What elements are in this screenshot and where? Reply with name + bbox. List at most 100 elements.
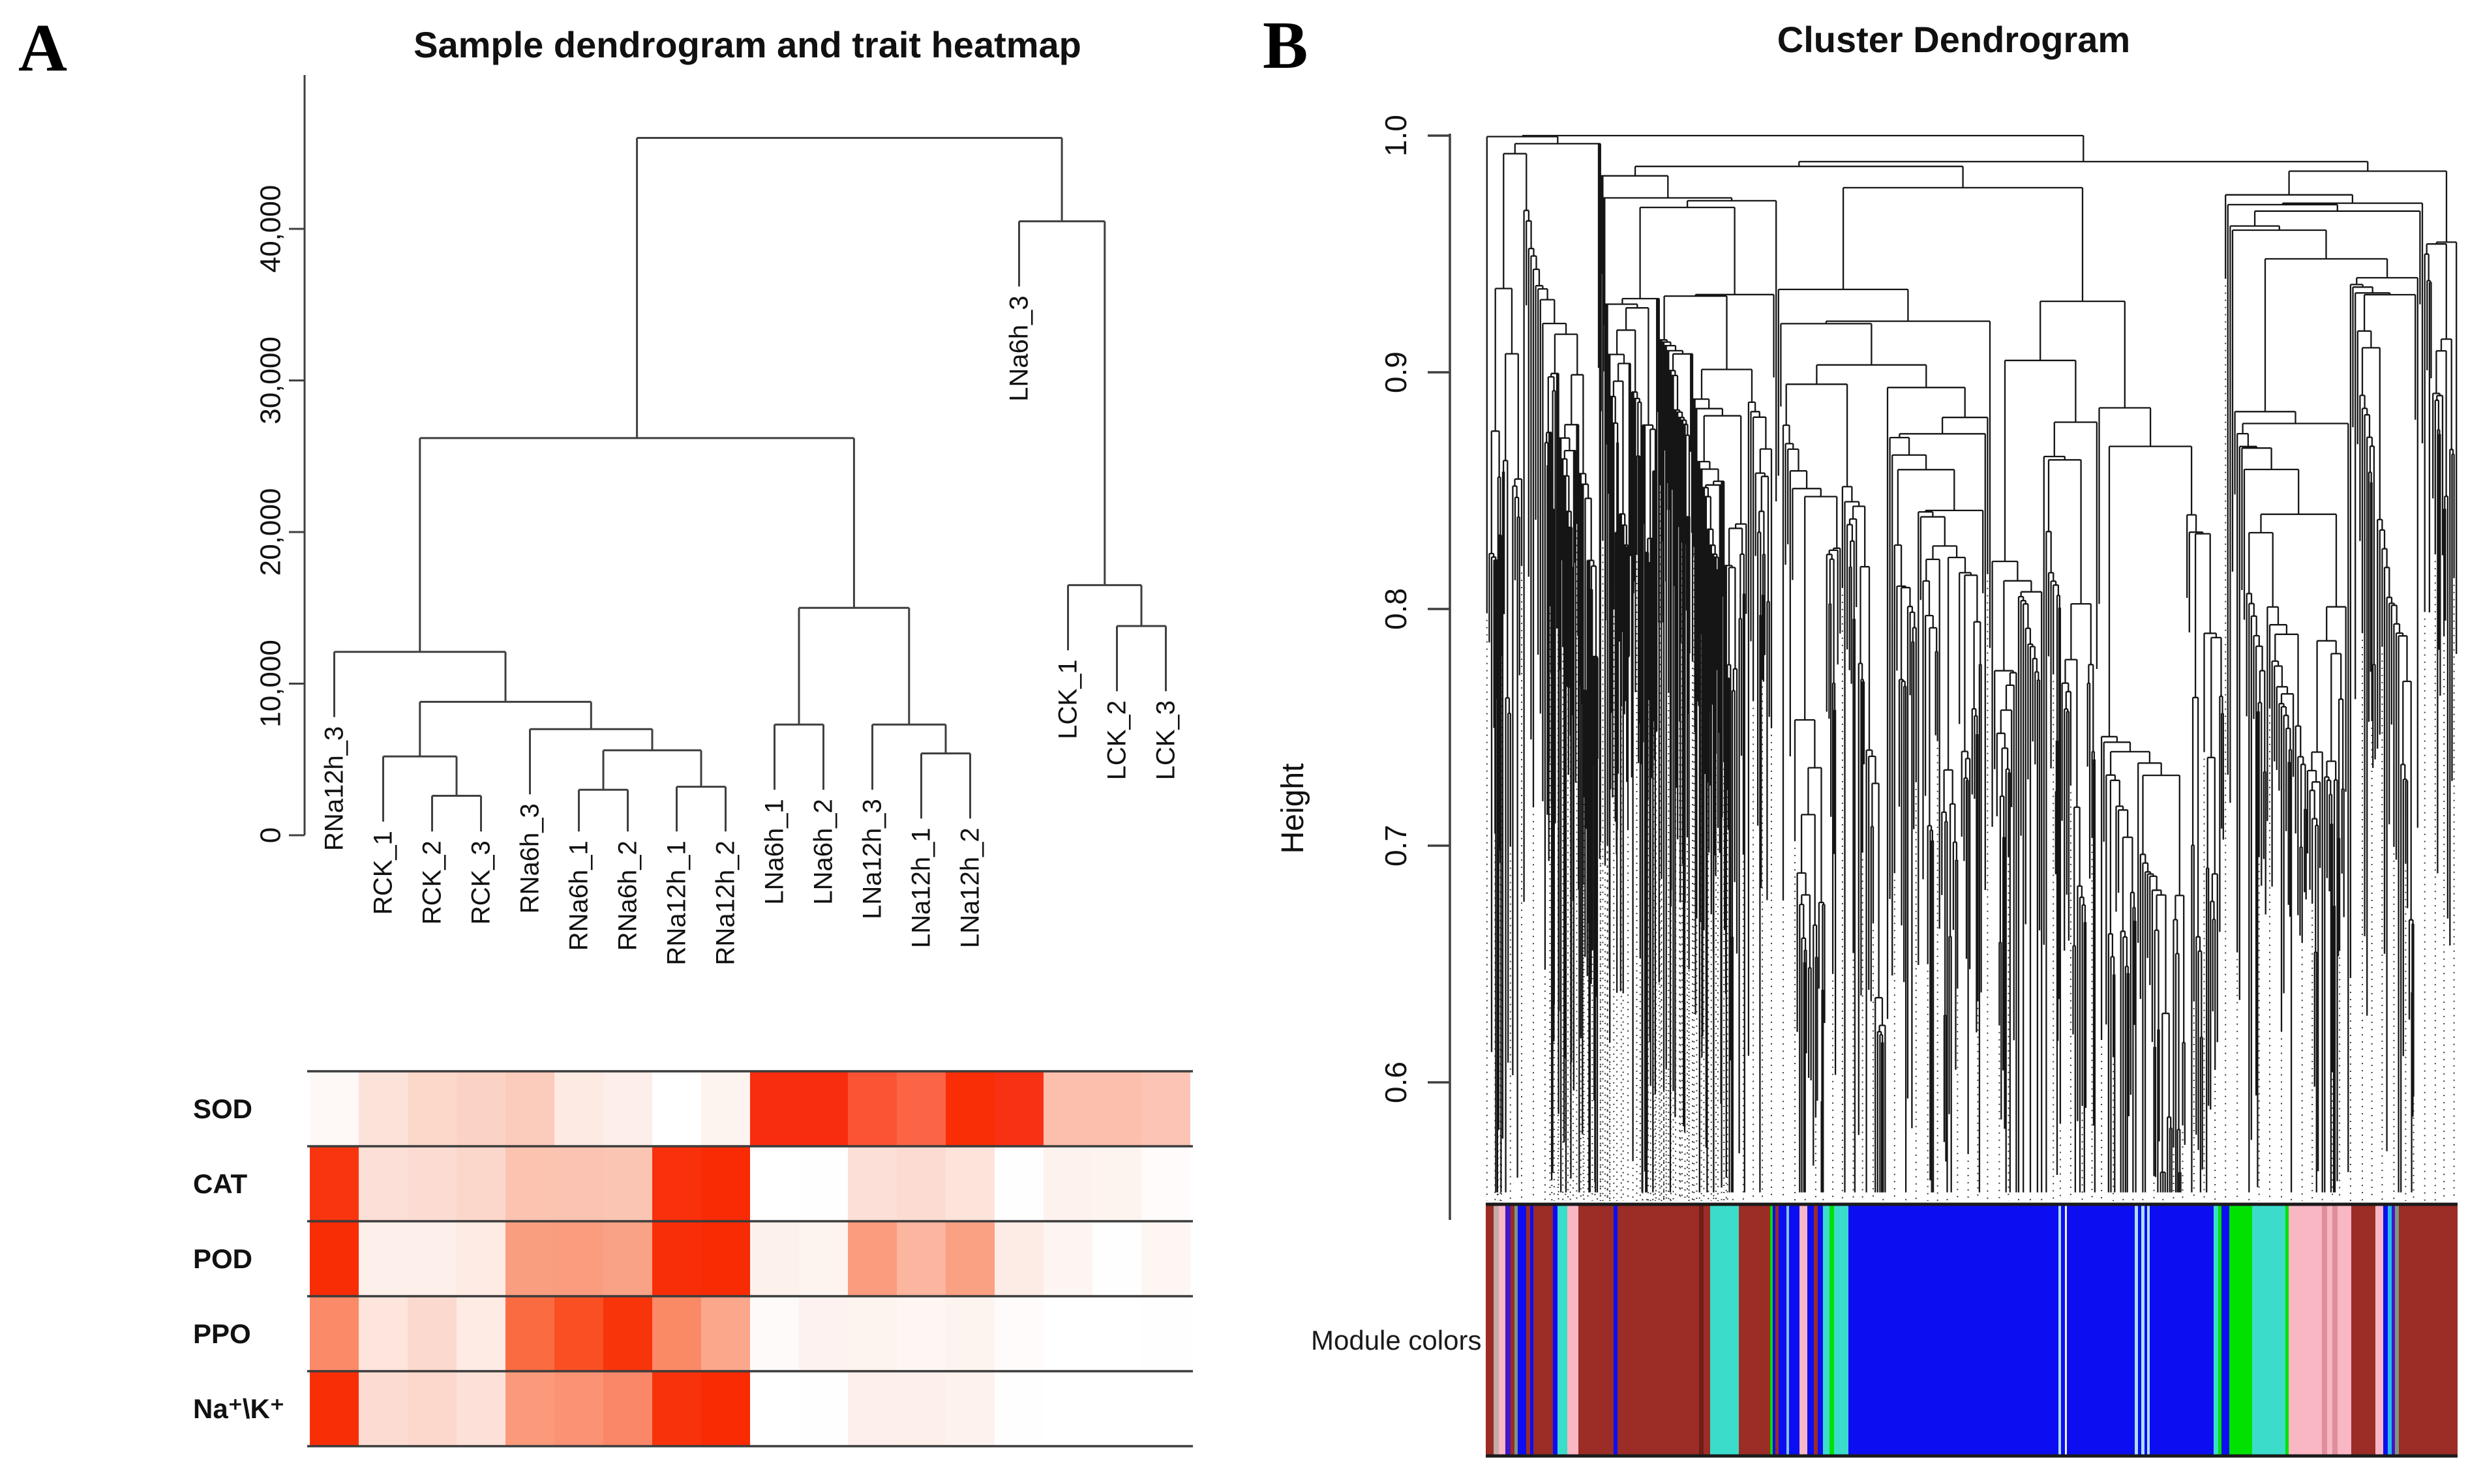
module-color-stripe <box>1618 1206 1699 1455</box>
heatmap-cell <box>1044 1071 1092 1146</box>
heatmap-cell <box>505 1071 554 1146</box>
heatmap-cell <box>897 1071 946 1146</box>
heatmap-row-label: POD <box>193 1243 252 1274</box>
module-color-stripe <box>2135 1206 2138 1455</box>
heatmap-cell <box>1044 1371 1092 1446</box>
heatmap-cell <box>408 1296 457 1371</box>
heatmap-cell <box>505 1146 554 1221</box>
module-color-stripe <box>2383 1206 2388 1455</box>
heatmap-cell <box>1092 1221 1141 1296</box>
heatmap-cell <box>946 1221 995 1296</box>
heatmap-cell <box>554 1296 603 1371</box>
heatmap-cell <box>554 1071 603 1146</box>
module-color-stripe <box>1567 1206 1578 1455</box>
heatmap-cell <box>359 1071 408 1146</box>
heatmap-cell <box>946 1071 995 1146</box>
heatmap-cell <box>848 1071 897 1146</box>
cluster-dendrogram-chart: Height 1.0 0.9 0.8 0.7 0.6 <box>1276 115 2458 1458</box>
module-color-stripe <box>1814 1206 1818 1455</box>
heatmap-cell <box>946 1296 995 1371</box>
module-color-stripe <box>2218 1206 2221 1455</box>
heatmap-cell <box>457 1296 505 1371</box>
module-color-stripe <box>1505 1206 1511 1455</box>
heatmap-cell <box>701 1221 750 1296</box>
heatmap-cell <box>897 1146 946 1221</box>
module-color-stripe <box>2147 1206 2150 1455</box>
heatmap-cell <box>652 1071 701 1146</box>
panel-a-tick-label: 30,000 <box>255 336 287 424</box>
heatmap-cell <box>848 1296 897 1371</box>
heatmap-cell <box>310 1071 359 1146</box>
sample-label: LCK_2 <box>1103 700 1132 780</box>
heatmap-row-label: PPO <box>193 1318 251 1349</box>
heatmap-cell <box>554 1146 603 1221</box>
module-color-stripe <box>1834 1206 1848 1455</box>
heatmap-cell <box>310 1371 359 1446</box>
heatmap-cell <box>310 1221 359 1296</box>
heatmap-cell <box>505 1371 554 1446</box>
heatmap-cell <box>554 1221 603 1296</box>
heatmap-cell <box>1141 1071 1190 1146</box>
heatmap-cell <box>408 1221 457 1296</box>
module-color-stripe <box>1823 1206 1829 1455</box>
heatmap-row-label: CAT <box>193 1168 248 1199</box>
heatmap-cell <box>359 1146 408 1221</box>
module-colors-label: Module colors <box>1311 1325 1482 1356</box>
heatmap-cell <box>652 1146 701 1221</box>
module-color-stripe <box>2375 1206 2383 1455</box>
module-color-stripe <box>2322 1206 2327 1455</box>
heatmap-cell <box>457 1371 505 1446</box>
heatmap-cell <box>1092 1146 1141 1221</box>
panel-b-tick-label: 1.0 <box>1379 115 1413 156</box>
heatmap-cell <box>408 1371 457 1446</box>
panel-a-title: Sample dendrogram and trait heatmap <box>414 24 1081 65</box>
panel-a-tick-label: 40,000 <box>255 185 287 273</box>
heatmap-cell <box>995 1146 1044 1221</box>
heatmap-cell <box>701 1296 750 1371</box>
module-color-stripe <box>1739 1206 1770 1455</box>
module-color-stripe <box>1799 1206 1807 1455</box>
heatmap-cell <box>505 1221 554 1296</box>
sample-label: LNa6h_1 <box>760 799 789 904</box>
heatmap-cell <box>408 1071 457 1146</box>
heatmap-cell <box>799 1071 848 1146</box>
heatmap-cell <box>652 1296 701 1371</box>
heatmap-cell <box>603 1221 652 1296</box>
heatmap-cell <box>750 1071 799 1146</box>
sample-label: LCK_3 <box>1152 700 1181 780</box>
module-color-stripe <box>1499 1206 1505 1455</box>
module-color-stripe <box>2141 1206 2144 1455</box>
module-color-stripe <box>1807 1206 1814 1455</box>
module-color-stripe <box>2395 1206 2399 1455</box>
module-color-stripe <box>1514 1206 1518 1455</box>
module-color-stripe <box>1558 1206 1567 1455</box>
panel-b-leaf-dotted-lines <box>1486 241 2455 1201</box>
panel-a-tick-label: 20,000 <box>255 488 287 576</box>
heatmap-cell <box>750 1221 799 1296</box>
module-color-stripe <box>2058 1206 2061 1455</box>
module-color-stripe <box>1553 1206 1558 1455</box>
heatmap-cell <box>995 1371 1044 1446</box>
heatmap-cell <box>750 1371 799 1446</box>
module-color-stripe <box>1818 1206 1823 1455</box>
height-axis-label: Height <box>1276 764 1310 854</box>
module-color-stripe <box>1829 1206 1834 1455</box>
heatmap-cell <box>946 1146 995 1221</box>
heatmap-cell <box>554 1371 603 1446</box>
heatmap-cell <box>505 1296 554 1371</box>
heatmap-cell <box>603 1146 652 1221</box>
heatmap-cell <box>1141 1296 1190 1371</box>
sample-label: RNa12h_3 <box>320 726 349 851</box>
module-color-stripe <box>2399 1206 2458 1455</box>
heatmap-cell <box>995 1296 1044 1371</box>
sample-label: RNa6h_2 <box>614 840 642 951</box>
heatmap-cell <box>652 1371 701 1446</box>
heatmap-cell <box>652 1221 701 1296</box>
sample-label: LNa6h_2 <box>809 799 838 904</box>
heatmap-cell <box>799 1296 848 1371</box>
heatmap-cell <box>848 1221 897 1296</box>
heatmap-cell <box>1044 1146 1092 1221</box>
panel-b-letter: B <box>1263 8 1308 83</box>
module-color-stripe <box>1848 1206 2058 1455</box>
